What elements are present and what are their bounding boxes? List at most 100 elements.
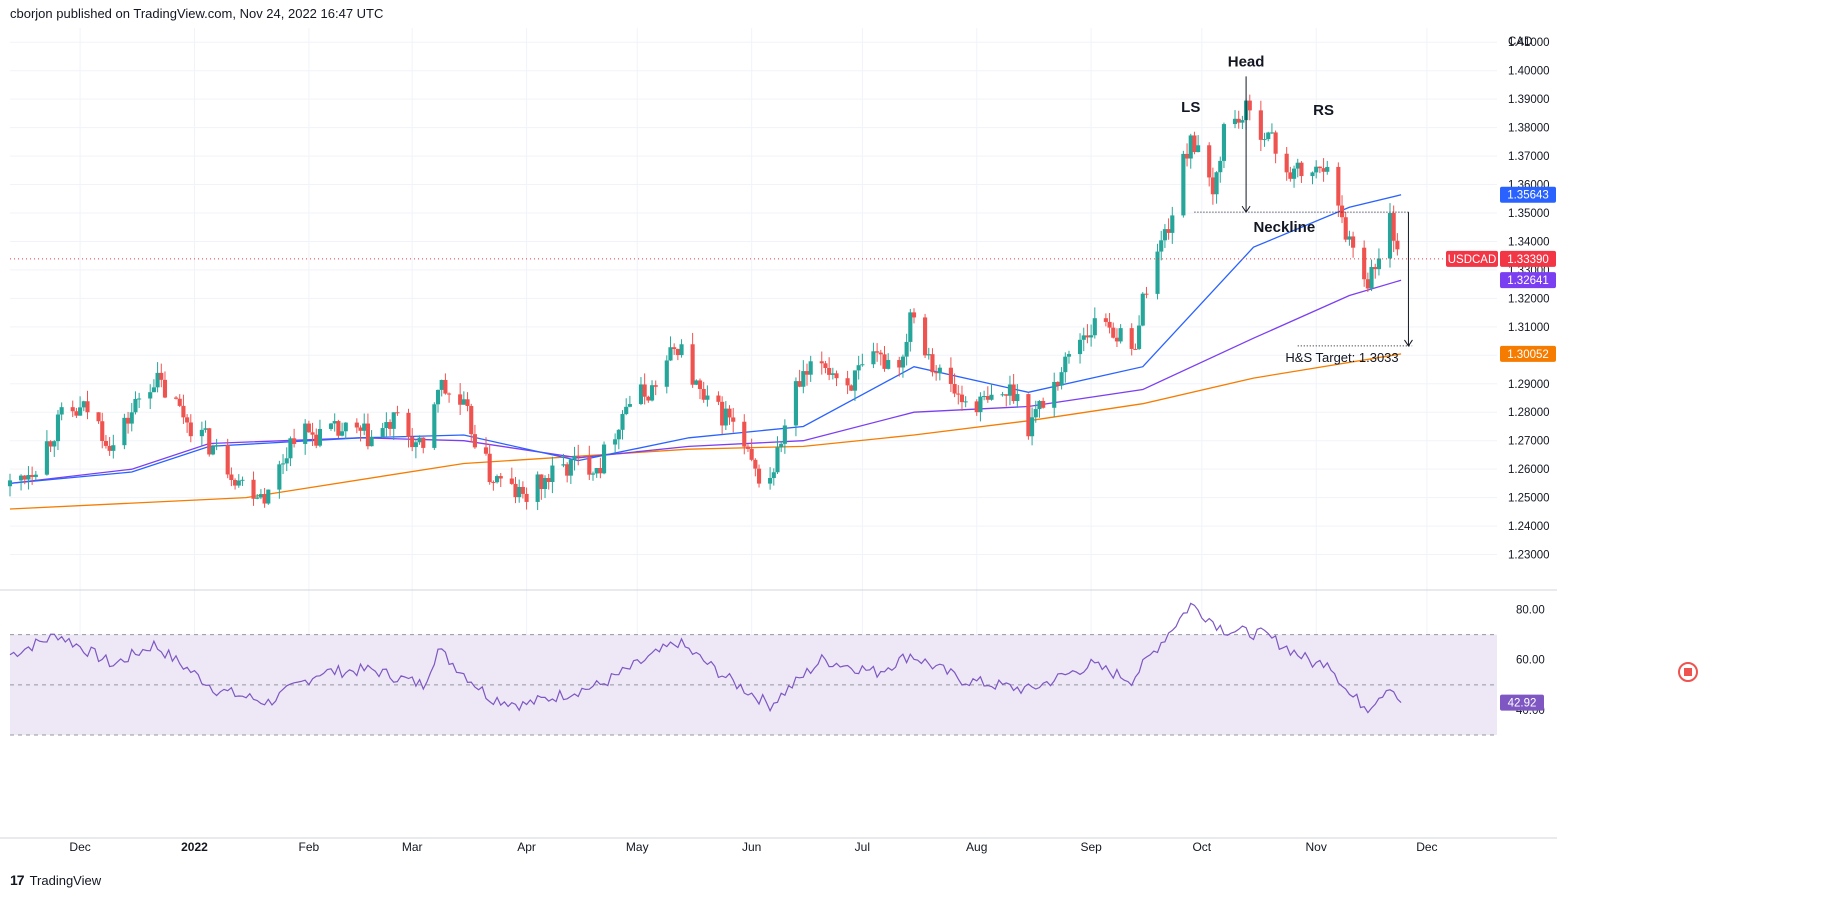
bull-candle [148,392,153,399]
bull-candle [1059,372,1064,386]
bull-candle [568,459,573,476]
bull-candle [601,444,607,474]
bear-candle [731,417,736,422]
sma200-line [9,353,1402,510]
bull-candle [779,443,784,448]
bull-candle [328,423,334,429]
bull-candle [613,439,618,445]
price-tick-label: 1.29000 [1508,379,1550,391]
bull-candle [266,489,271,504]
bull-candle [1037,400,1042,410]
bull-candle [240,479,245,481]
bull-candle [1188,135,1193,159]
currency-label: CAD [1508,36,1532,48]
bull-candle [362,423,367,431]
bear-candle [587,456,592,475]
bear-candle [952,384,957,394]
bull-candle [1066,354,1072,357]
bear-candle [1343,217,1348,240]
bull-candle [535,474,540,502]
date-tick-label: Apr [517,840,536,854]
bear-candle [753,459,758,469]
bull-candle [1196,145,1201,153]
bull-candle [391,412,396,429]
bull-candle [808,361,813,375]
bull-candle [155,372,160,388]
bull-candle [1369,267,1374,289]
last-price-badge-text: 1.33390 [1507,254,1549,266]
bear-candle [306,423,311,433]
head-arrow-head [1241,205,1251,214]
bull-candle [122,417,127,446]
bull-candle [871,351,876,365]
grid [0,28,1557,839]
bull-candle [793,381,798,426]
bear-candle [410,436,415,448]
bull-candle [1347,236,1352,240]
bear-candle [1336,166,1341,206]
bear-candle [1339,205,1345,218]
bull-candle [1266,132,1271,140]
sma200-badge [1500,345,1556,362]
bear-candle [1299,162,1304,177]
date-tick-label: Sep [1080,840,1102,854]
bear-candle [310,432,315,435]
bear-candle [653,385,658,387]
bear-candle [546,478,551,483]
bear-candle [469,406,474,435]
date-tick-label: Dec [69,840,90,854]
bear-candle [1351,236,1356,248]
bull-candle [33,474,38,477]
bear-candle [1166,229,1171,233]
bull-candle [1170,215,1175,233]
bull-candle [594,468,599,474]
date-tick-label: Aug [966,840,987,854]
bear-candle [934,372,939,374]
bear-candle [882,354,887,369]
bear-candle [875,351,880,353]
bull-candle [1015,394,1020,402]
bear-candle [845,378,850,386]
bear-candle [22,475,27,480]
bull-candle [277,464,282,490]
bull-candle [59,407,64,415]
bull-candle [1221,124,1227,161]
rsi-pane [9,602,1497,736]
rsi-line [9,602,1402,714]
bear-candle [1365,279,1370,289]
rs-label: RS [1313,102,1334,119]
bull-candle [550,465,555,483]
date-tick-label: 2022 [181,840,208,854]
bear-candle [233,479,238,486]
tradingview-footer[interactable]: 17 TradingView [10,872,101,888]
rsi-band [10,634,1497,735]
bull-candle [1218,160,1223,173]
publisher-line: cborjon published on TradingView.com, No… [10,6,384,21]
bull-candle [856,365,861,371]
bear-candle [96,412,101,422]
rsi-badge [1500,694,1544,711]
tradingview-logo-icon: 17 [10,872,25,888]
bear-candle [948,367,953,385]
bear-candle [358,427,363,431]
annotations: LS Head RS Neckline H&S Target: 1.3033 [1181,53,1413,365]
bull-candle [694,380,699,385]
bear-candle [1004,394,1009,396]
bear-candle [1107,321,1112,328]
target-arrow-head [1404,339,1413,347]
bull-candle [801,371,806,387]
bear-candle [742,421,747,447]
bear-candle [365,423,370,447]
bull-candle [255,497,260,499]
bear-candle [465,399,470,407]
bear-candle [185,417,190,423]
bear-candle [1317,166,1322,169]
bull-candle [616,429,621,440]
bear-candle [354,422,359,428]
bull-candle [78,407,83,416]
bear-candle [177,398,182,406]
bear-candle [1207,145,1212,178]
sma50-badge-text: 1.35643 [1507,190,1549,202]
bull-candle [886,360,891,369]
